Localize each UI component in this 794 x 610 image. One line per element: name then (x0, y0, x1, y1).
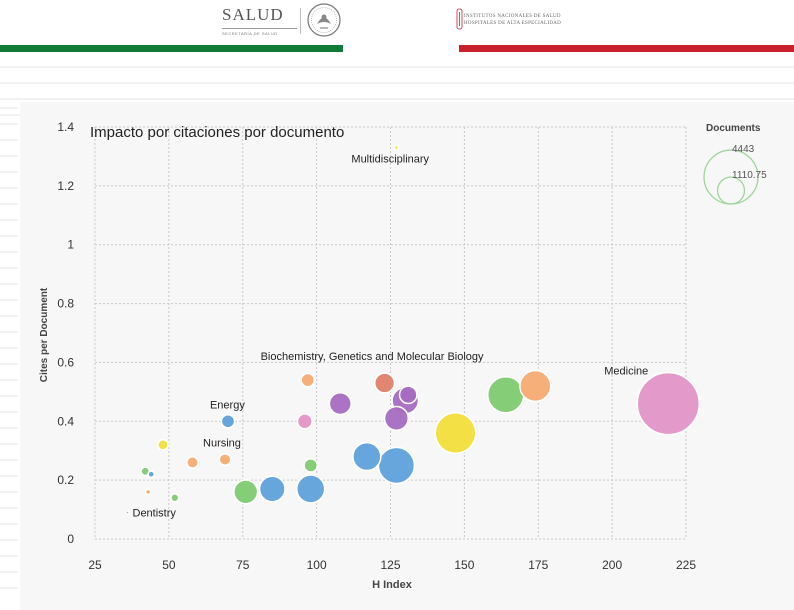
page-header: SALUD SECRETARÍA DE SALUD INSTITUTOS NAC… (0, 0, 794, 60)
bubble-dentistry[interactable] (125, 510, 130, 515)
chart-title: Impacto por citaciones por documento (90, 124, 344, 141)
y-tick-label: 0 (67, 532, 74, 546)
y-tick-label: 0.6 (57, 355, 74, 369)
bubbles (125, 144, 701, 515)
bubble-label: Energy (210, 399, 245, 411)
bubble[interactable] (300, 372, 316, 388)
salud-subtitle: SECRETARÍA DE SALUD (222, 28, 297, 36)
bubble[interactable] (233, 479, 259, 505)
y-tick-label: 1 (67, 238, 74, 252)
x-tick-label: 125 (380, 558, 400, 572)
bubble[interactable] (398, 385, 418, 405)
chart-panel (20, 102, 794, 610)
legend-title: Documents (706, 123, 761, 134)
bubble-label: Medicine (604, 366, 648, 378)
salud-logo: SALUD SECRETARÍA DE SALUD (222, 6, 297, 36)
x-tick-label: 225 (676, 558, 696, 572)
x-tick-label: 175 (528, 558, 548, 572)
bubble-label: Nursing (203, 438, 241, 450)
chart-grid (94, 126, 687, 540)
x-tick-label: 150 (454, 558, 474, 572)
red-stripe (459, 45, 794, 52)
bubble-chart: 00.20.40.60.811.21.4 25 50 75 100 125 150 175 2… (39, 120, 767, 591)
bubble[interactable] (147, 470, 156, 479)
bubble[interactable] (170, 493, 180, 503)
size-legend: Documents 4443 1110.75 (703, 123, 767, 205)
bubble-label: Dentistry (133, 508, 177, 520)
x-tick-label: 25 (88, 558, 102, 572)
x-tick-label: 50 (162, 558, 176, 572)
national-seal-icon (307, 3, 341, 37)
bubble[interactable] (303, 458, 319, 473)
bubble[interactable] (352, 441, 382, 472)
y-axis-ticks: 0 0.2 0.4 0.6 0.8 1 1.2 1.4 (57, 120, 74, 546)
institution-line-2: HOSPITALES DE ALTA ESPECIALIDAD (464, 21, 562, 26)
logo-divider (300, 8, 301, 34)
bubble[interactable] (434, 412, 477, 455)
legend-label-large: 4443 (732, 144, 755, 155)
bubble-biochemistry-genetics-and-molecular-biology[interactable] (373, 372, 396, 394)
y-tick-label: 0.2 (57, 473, 74, 487)
y-tick-label: 0.4 (57, 414, 74, 428)
bubble[interactable] (258, 475, 286, 503)
x-tick-label: 100 (307, 558, 327, 572)
bubble[interactable] (157, 438, 169, 451)
salud-wordmark: SALUD (222, 5, 284, 24)
green-stripe (0, 45, 343, 52)
bubble[interactable] (296, 474, 326, 504)
institution-line-1: INSTITUTOS NACIONALES DE SALUD (464, 14, 561, 19)
bubble[interactable] (186, 456, 199, 469)
bubble-nursing[interactable] (218, 453, 232, 466)
y-tick-label: 0.8 (57, 297, 74, 311)
bubble-label: Multidisciplinary (351, 154, 429, 166)
y-axis-label: Cites per Document (39, 287, 50, 382)
institution-logo: INSTITUTOS NACIONALES DE SALUD HOSPITALE… (456, 8, 586, 32)
bubble-multidisciplinary[interactable] (393, 144, 400, 151)
y-tick-label: 1.4 (57, 120, 74, 134)
bubble[interactable] (144, 488, 152, 496)
ruled-background (0, 66, 794, 589)
x-axis-label: H Index (372, 579, 413, 591)
x-tick-label: 200 (602, 558, 622, 572)
bubble[interactable] (383, 405, 410, 431)
bubble[interactable] (377, 446, 416, 485)
institution-emblem-icon (456, 8, 463, 30)
legend-label-small: 1110.75 (732, 170, 767, 181)
bubble[interactable] (296, 413, 313, 430)
x-tick-label: 75 (236, 558, 250, 572)
bubble-labels: Multidisciplinary Medicine Biochemistry, G… (133, 154, 649, 520)
bubble-medicine[interactable] (636, 371, 701, 436)
x-axis-ticks: 25 50 75 100 125 150 175 200 225 (88, 558, 696, 572)
bubble[interactable] (486, 376, 525, 414)
bubble[interactable] (519, 369, 552, 403)
legend-circle-small (716, 176, 746, 205)
bubble[interactable] (328, 391, 352, 416)
y-tick-label: 1.2 (57, 179, 74, 193)
bubble-label: Biochemistry, Genetics and Molecular Bio… (261, 351, 484, 363)
bubble-energy[interactable] (220, 413, 236, 429)
